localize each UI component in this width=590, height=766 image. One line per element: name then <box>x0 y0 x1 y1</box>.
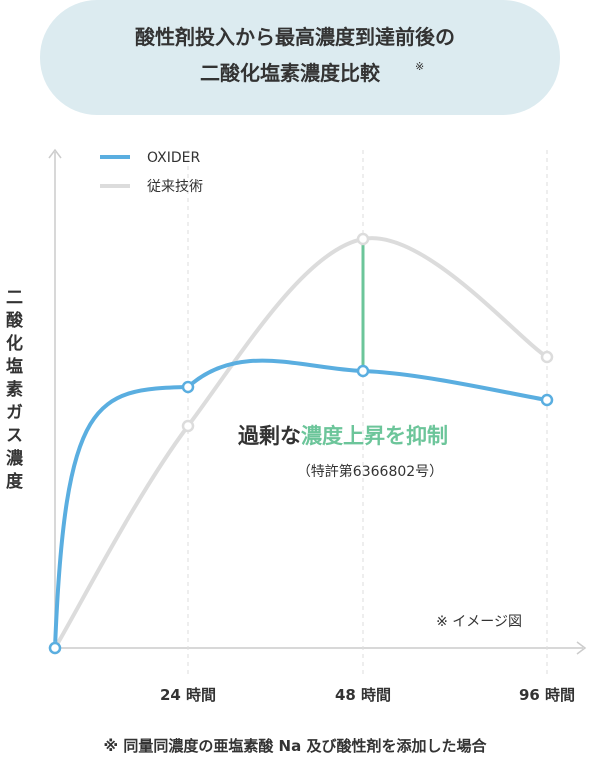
axis-arrow <box>48 148 62 159</box>
chart-title: 二酸化塩素濃度比較 <box>200 61 381 85</box>
data-point <box>181 380 195 394</box>
image-note: ※ イメージ図 <box>436 614 522 630</box>
series-line <box>53 358 548 649</box>
annotation: 過剰な濃度上昇を抑制 <box>238 424 448 448</box>
data-point <box>356 364 370 378</box>
data-point <box>356 232 370 246</box>
title-note: ※ <box>415 60 424 73</box>
chart-title: 酸性剤投入から最高濃度到達前後の <box>135 25 455 49</box>
footnote: ※ 同量同濃度の亜塩素酸 Na 及び酸性剤を添加した場合 <box>104 737 488 755</box>
data-point <box>540 393 554 407</box>
x-tick-label: 96 時間 <box>519 686 575 704</box>
x-tick-label: 24 時間 <box>160 686 216 704</box>
legend-label: 従来技術 <box>147 179 203 195</box>
annotation-sub: （特許第6366802号） <box>297 463 443 480</box>
y-axis-label: 二酸化塩素ガス濃度 <box>2 288 23 495</box>
axis-arrow <box>576 641 587 655</box>
data-point <box>540 350 554 364</box>
legend-label: OXIDER <box>147 150 200 166</box>
series-line <box>53 236 549 650</box>
title-background <box>40 0 560 115</box>
data-point <box>181 419 195 433</box>
data-point <box>48 641 62 655</box>
x-tick-label: 48 時間 <box>335 686 391 704</box>
